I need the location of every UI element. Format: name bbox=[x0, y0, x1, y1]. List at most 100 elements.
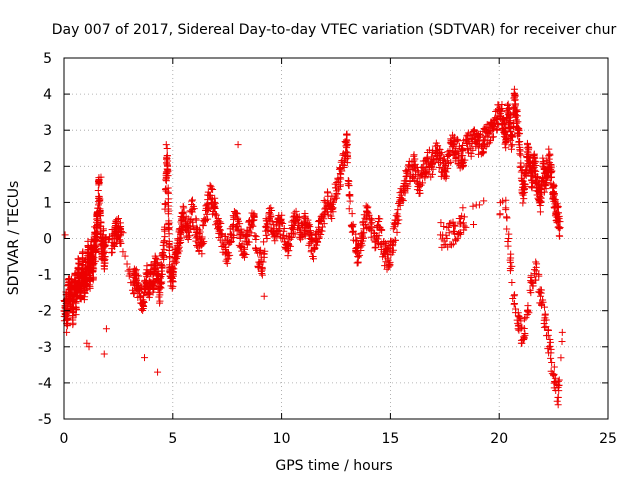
data-point bbox=[345, 191, 353, 199]
data-point bbox=[184, 235, 192, 243]
data-point bbox=[163, 151, 171, 159]
data-point bbox=[458, 141, 466, 149]
data-point bbox=[519, 199, 527, 207]
data-point bbox=[503, 225, 511, 233]
data-point bbox=[552, 202, 560, 210]
data-point bbox=[464, 145, 472, 153]
data-point bbox=[138, 299, 146, 307]
data-point bbox=[279, 220, 287, 227]
data-point bbox=[515, 312, 523, 320]
data-point bbox=[185, 223, 193, 231]
data-point bbox=[332, 184, 340, 192]
data-point bbox=[403, 185, 411, 193]
data-point bbox=[251, 232, 259, 240]
data-point bbox=[180, 213, 188, 221]
data-point bbox=[452, 237, 460, 245]
data-point bbox=[81, 289, 89, 297]
data-point bbox=[507, 250, 515, 258]
data-point bbox=[502, 206, 510, 214]
data-point bbox=[363, 208, 371, 216]
data-point bbox=[147, 261, 155, 269]
data-point bbox=[193, 231, 201, 239]
data-point bbox=[85, 343, 93, 351]
data-point bbox=[61, 231, 69, 239]
data-point bbox=[450, 227, 458, 235]
data-point bbox=[428, 162, 436, 170]
data-point bbox=[320, 220, 328, 228]
data-point bbox=[550, 191, 558, 199]
data-point bbox=[291, 230, 299, 238]
data-point bbox=[162, 170, 170, 178]
data-point bbox=[504, 100, 512, 108]
data-point bbox=[219, 248, 227, 256]
data-point bbox=[163, 161, 171, 169]
data-point bbox=[206, 181, 214, 189]
data-point bbox=[511, 291, 519, 299]
data-point bbox=[267, 213, 275, 221]
data-point bbox=[71, 271, 79, 279]
data-point bbox=[311, 244, 319, 252]
data-point bbox=[257, 267, 265, 275]
data-point bbox=[542, 323, 550, 331]
data-point bbox=[523, 148, 531, 156]
data-point bbox=[139, 292, 147, 300]
data-point bbox=[177, 236, 185, 244]
data-point bbox=[94, 186, 102, 194]
data-point bbox=[505, 114, 513, 122]
data-point bbox=[537, 289, 545, 297]
data-point bbox=[76, 292, 84, 300]
data-point bbox=[393, 216, 401, 224]
data-point bbox=[419, 179, 427, 187]
data-point bbox=[440, 223, 448, 231]
data-point bbox=[158, 263, 166, 271]
data-point bbox=[499, 197, 507, 205]
data-point bbox=[380, 249, 388, 257]
data-point bbox=[454, 148, 462, 156]
data-point bbox=[240, 244, 248, 252]
data-point bbox=[84, 249, 92, 257]
data-point bbox=[64, 289, 72, 297]
data-point bbox=[500, 126, 508, 134]
data-point bbox=[167, 278, 175, 286]
chart-title: Day 007 of 2017, Sidereal Day-to-day VTE… bbox=[52, 22, 617, 38]
data-point bbox=[149, 278, 157, 286]
data-point bbox=[141, 354, 149, 362]
x-tick-label: 20 bbox=[490, 431, 508, 447]
data-point bbox=[384, 256, 392, 264]
y-tick-label: 0 bbox=[43, 232, 52, 248]
data-point bbox=[328, 206, 336, 214]
data-point bbox=[392, 212, 400, 220]
data-point bbox=[489, 133, 497, 141]
data-point bbox=[558, 337, 566, 345]
data-point bbox=[119, 248, 127, 256]
data-point bbox=[428, 170, 436, 178]
data-point bbox=[175, 235, 183, 242]
data-point bbox=[306, 229, 314, 237]
data-point bbox=[132, 274, 140, 282]
data-point bbox=[515, 321, 523, 329]
data-point bbox=[517, 151, 525, 159]
data-point bbox=[174, 245, 182, 253]
data-point bbox=[184, 227, 192, 235]
data-point bbox=[247, 223, 255, 231]
data-point bbox=[543, 166, 551, 174]
data-point bbox=[520, 195, 528, 203]
data-point bbox=[345, 182, 353, 190]
data-point bbox=[354, 259, 362, 267]
data-point bbox=[262, 224, 270, 232]
data-point bbox=[156, 289, 164, 297]
data-point bbox=[446, 139, 454, 147]
data-point bbox=[554, 393, 562, 401]
data-point bbox=[340, 162, 348, 170]
x-tick-label: 5 bbox=[168, 431, 177, 447]
data-point bbox=[224, 236, 232, 244]
data-point bbox=[82, 267, 90, 275]
data-point bbox=[156, 274, 164, 282]
y-tick-label: -3 bbox=[38, 340, 52, 356]
data-point bbox=[354, 253, 362, 261]
data-point bbox=[450, 141, 458, 149]
data-point bbox=[556, 218, 564, 226]
data-point bbox=[343, 137, 351, 145]
data-point bbox=[556, 224, 564, 232]
